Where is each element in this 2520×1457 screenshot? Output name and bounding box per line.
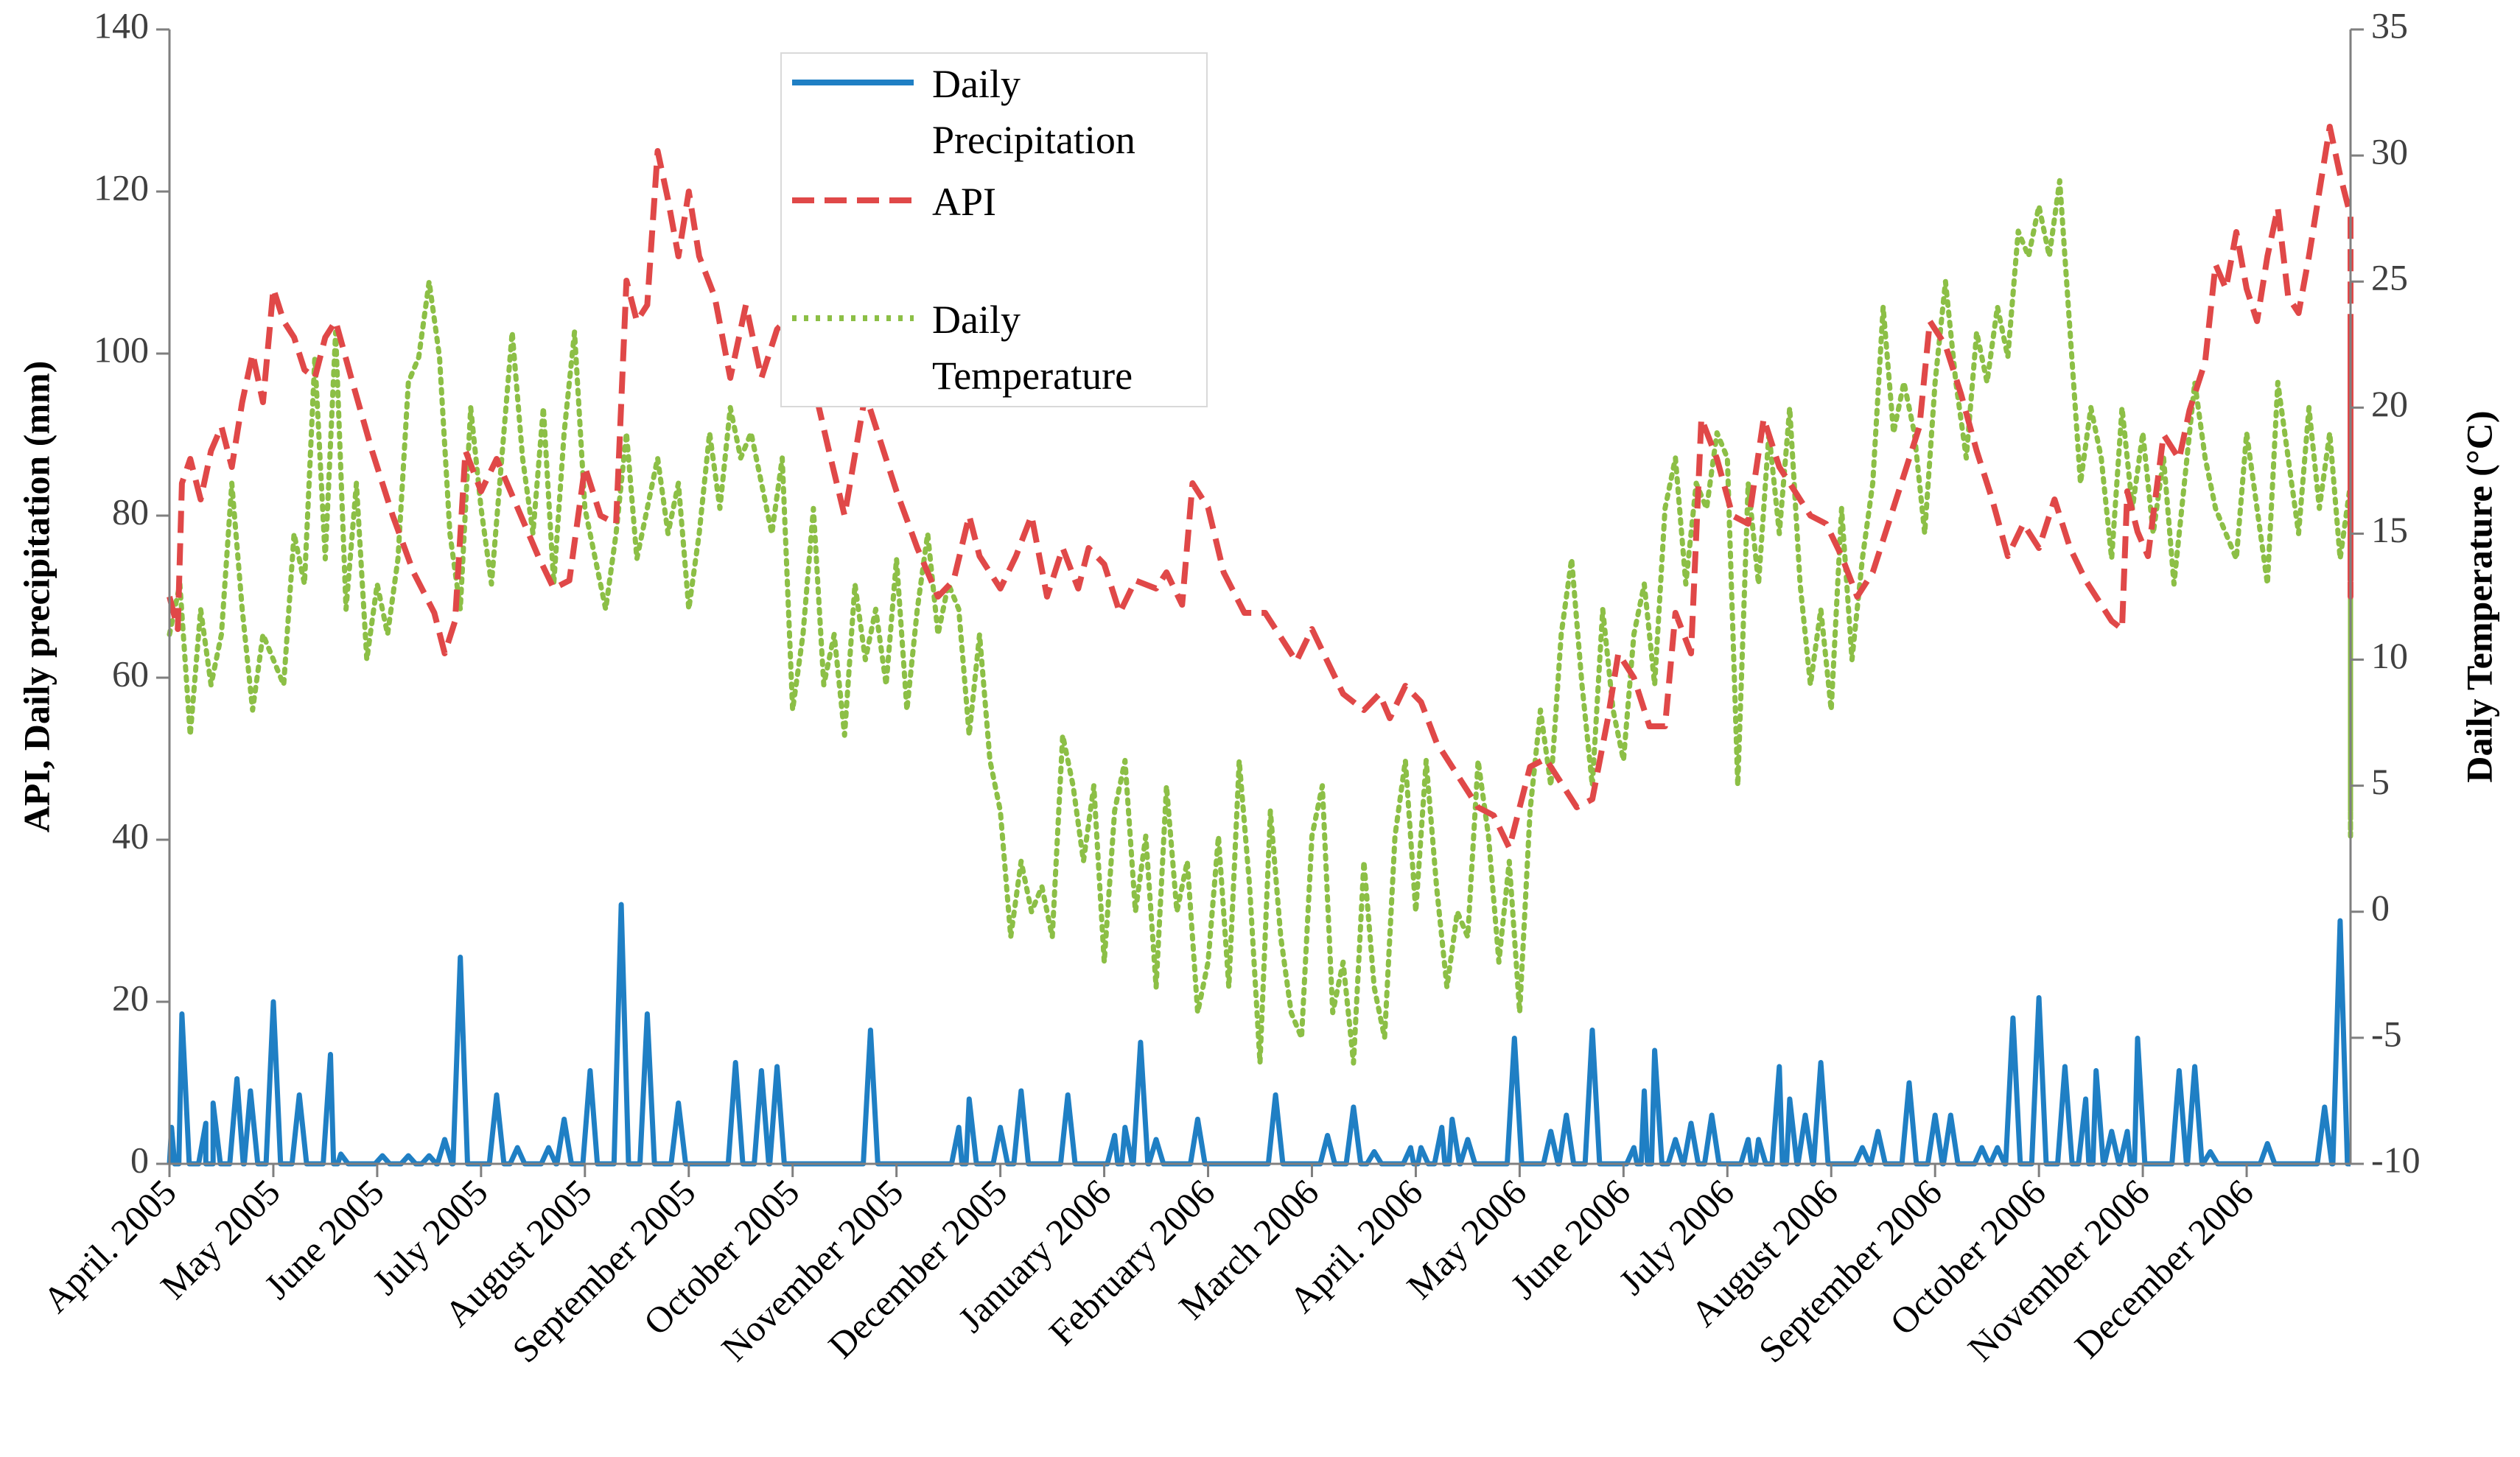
y-left-ticks: 0 20 40 60 80 100 120 140 bbox=[94, 4, 169, 1180]
y-right-tick-label: 5 bbox=[2371, 761, 2390, 802]
legend-label-api: API bbox=[932, 180, 996, 224]
legend-box bbox=[780, 52, 1208, 407]
legend-label-precipitation-1: Daily bbox=[932, 62, 1021, 106]
y-left-tick-label: 120 bbox=[94, 166, 149, 208]
legend-label-precipitation-2: Precipitation bbox=[932, 118, 1135, 162]
y-right-ticks: -10 -5 0 5 10 15 20 25 30 35 bbox=[2351, 4, 2421, 1180]
y-right-tick-label: 10 bbox=[2371, 635, 2408, 676]
series-api bbox=[167, 124, 2353, 851]
series-daily-temperature bbox=[167, 178, 2353, 1066]
y-left-tick-label: 60 bbox=[112, 653, 149, 694]
y-right-tick-label: 25 bbox=[2371, 257, 2408, 298]
y-right-tick-label: 20 bbox=[2371, 383, 2408, 424]
legend-label-temperature-2: Temperature bbox=[932, 354, 1133, 398]
y-right-tick-label: -10 bbox=[2371, 1139, 2421, 1180]
y-left-tick-label: 140 bbox=[94, 4, 149, 46]
y-right-tick-label: 35 bbox=[2371, 4, 2408, 46]
y-axis-right-title: Daily Temperature (°C) bbox=[2458, 410, 2499, 782]
y-right-tick-label: 30 bbox=[2371, 131, 2408, 172]
y-left-tick-label: 80 bbox=[112, 491, 149, 532]
y-left-tick-label: 40 bbox=[112, 815, 149, 856]
y-axis-left-title: API, Daily precipitation (mm) bbox=[15, 361, 57, 833]
y-right-tick-label: -5 bbox=[2371, 1013, 2402, 1054]
y-right-tick-label: 0 bbox=[2371, 887, 2390, 928]
legend-label-temperature-1: Daily bbox=[932, 298, 1021, 342]
y-right-tick-label: 15 bbox=[2371, 509, 2408, 550]
y-left-tick-label: 0 bbox=[130, 1139, 149, 1180]
legend: Daily Precipitation API Daily Temperatur… bbox=[780, 52, 1208, 407]
y-left-tick-label: 100 bbox=[94, 329, 149, 370]
y-left-tick-label: 20 bbox=[112, 977, 149, 1018]
